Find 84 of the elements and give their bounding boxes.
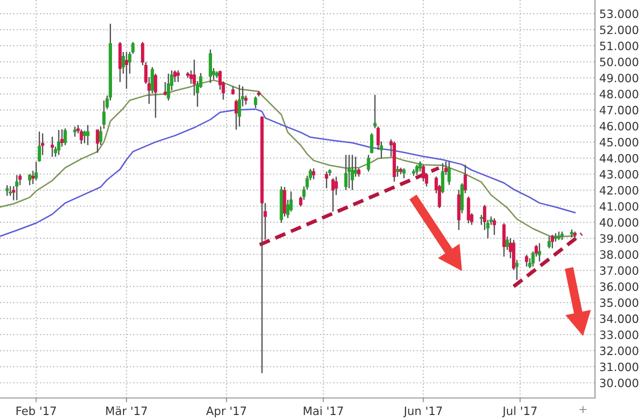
x-tick-label: Jul '17 bbox=[502, 406, 537, 418]
x-tick-label: Mär '17 bbox=[106, 406, 147, 416]
candlestick bbox=[370, 132, 374, 154]
candlestick bbox=[466, 196, 470, 224]
candlestick bbox=[86, 124, 90, 146]
candlestick bbox=[538, 242, 542, 262]
candlestick bbox=[234, 99, 238, 130]
candlestick bbox=[524, 254, 528, 268]
candlestick bbox=[402, 168, 406, 179]
candlestick bbox=[422, 164, 425, 182]
y-tick-label: 51.000 bbox=[600, 42, 638, 50]
candlestick bbox=[550, 234, 554, 249]
x-tick-label: Feb '17 bbox=[16, 406, 56, 416]
y-tick-label: 44.000 bbox=[600, 154, 638, 163]
candlestick bbox=[73, 126, 77, 138]
candlestick bbox=[396, 165, 400, 178]
candlestick bbox=[176, 70, 180, 83]
candlestick bbox=[8, 186, 12, 196]
candlestick bbox=[57, 129, 60, 156]
y-tick-label: 39.000 bbox=[600, 234, 638, 243]
y-tick-label: 50.000 bbox=[600, 58, 638, 66]
candlestick bbox=[80, 128, 83, 145]
candlestick bbox=[164, 81, 167, 96]
y-tick-label: 43.000 bbox=[600, 170, 638, 179]
x-tick-label: Apr '17 bbox=[206, 406, 246, 418]
candlestick bbox=[366, 154, 370, 172]
candlestick bbox=[124, 51, 128, 90]
candlestick bbox=[415, 164, 419, 176]
y-tick-label: 41.000 bbox=[600, 202, 638, 211]
y-tick-label: 52.000 bbox=[600, 26, 638, 34]
y-tick-label: 36.000 bbox=[600, 282, 638, 291]
candlestick bbox=[15, 174, 18, 201]
candlestick bbox=[312, 168, 316, 180]
y-tick-label: 42.000 bbox=[600, 186, 638, 195]
candlestick bbox=[38, 130, 42, 162]
candlestick bbox=[28, 174, 32, 186]
candlestick bbox=[64, 128, 67, 146]
y-tick-label: 37.000 bbox=[600, 266, 638, 275]
candlestick bbox=[254, 96, 258, 109]
candlestick bbox=[347, 154, 351, 189]
y-tick-label: 31.000 bbox=[600, 362, 638, 372]
x-tick-label: Jun '17 bbox=[403, 406, 442, 418]
candlestick bbox=[373, 94, 377, 129]
candlestick bbox=[344, 154, 348, 191]
candlestick bbox=[99, 126, 102, 146]
x-tick-label: Mai '17 bbox=[304, 406, 343, 416]
candlestick bbox=[334, 176, 338, 196]
y-tick-label: 49.000 bbox=[600, 74, 638, 82]
candlestick bbox=[5, 184, 9, 196]
y-tick-label: 46.000 bbox=[600, 122, 638, 130]
candlestick bbox=[31, 170, 35, 185]
line-series bbox=[0, 80, 576, 238]
y-tick-label: 40.000 bbox=[600, 218, 638, 227]
candlestick bbox=[502, 222, 506, 258]
candlestick bbox=[50, 136, 54, 158]
y-tick-label: 47.000 bbox=[600, 106, 638, 114]
y-tick-label: 53.000 bbox=[600, 10, 638, 18]
candlestick bbox=[102, 100, 106, 130]
candlestick bbox=[354, 156, 358, 178]
y-tick-label: 35.000 bbox=[600, 298, 638, 307]
candlestick bbox=[282, 186, 286, 218]
candlestick bbox=[515, 259, 519, 281]
y-tick-label: 30.000 bbox=[600, 378, 638, 388]
candlestick bbox=[34, 161, 38, 181]
y-tick-label: 48.000 bbox=[600, 90, 638, 98]
candlestick bbox=[548, 236, 551, 249]
candlestick bbox=[189, 70, 193, 84]
y-tick-label: 33.000 bbox=[600, 330, 638, 340]
text: + bbox=[580, 406, 586, 414]
candlestick bbox=[331, 178, 335, 212]
candlestick bbox=[480, 214, 484, 226]
candlestick bbox=[96, 128, 100, 154]
y-tick-label: 32.000 bbox=[600, 346, 638, 356]
candlestick bbox=[208, 48, 212, 84]
y-tick-label: 34.000 bbox=[600, 314, 638, 324]
candlestick bbox=[324, 170, 328, 189]
candlestick bbox=[166, 73, 170, 102]
candlestick bbox=[82, 130, 86, 144]
candlestick bbox=[350, 154, 354, 191]
candlestick bbox=[238, 84, 242, 128]
candlestick bbox=[492, 218, 496, 236]
y-tick-label: 45.000 bbox=[600, 138, 638, 147]
y-tick-label: 38.000 bbox=[600, 250, 638, 259]
candlestick bbox=[448, 160, 451, 186]
